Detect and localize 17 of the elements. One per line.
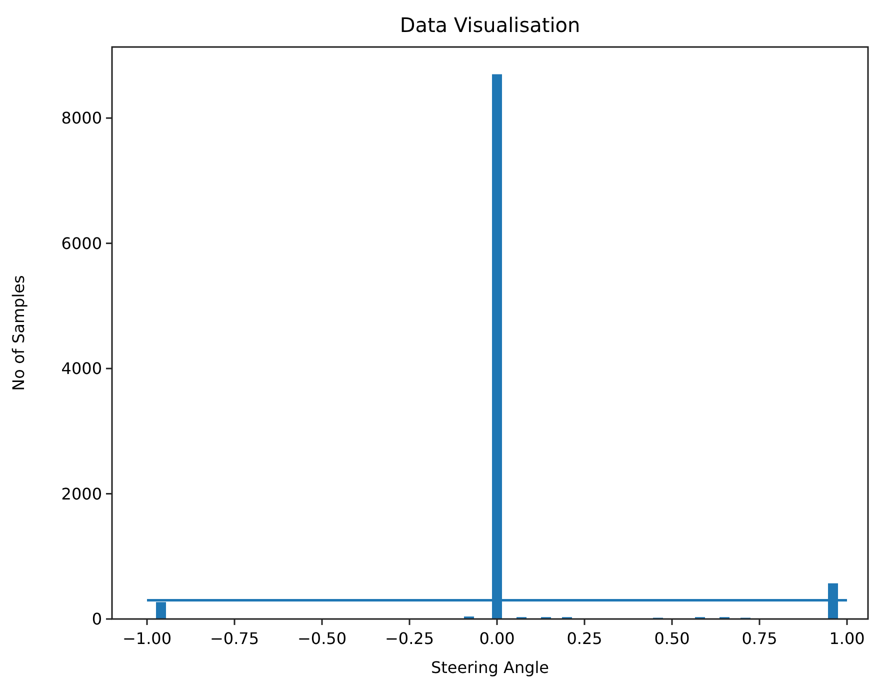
- x-tick-label: 0.00: [479, 629, 515, 648]
- x-tick-label: −0.25: [384, 629, 434, 648]
- x-tick-label: 0.25: [566, 629, 602, 648]
- x-axis-title: Steering Angle: [430, 658, 550, 677]
- x-tick-label: 0.75: [742, 629, 778, 648]
- x-tick-label: −0.50: [297, 629, 347, 648]
- x-tick-label: 1.00: [829, 629, 865, 648]
- x-tick-label: 0.50: [654, 629, 690, 648]
- chart-title: Data Visualisation: [400, 13, 580, 37]
- x-tick-label: −0.75: [210, 629, 260, 648]
- y-tick-label: 8000: [61, 108, 102, 128]
- y-tick-label: 6000: [61, 234, 102, 253]
- y-tick-label: 2000: [61, 484, 102, 504]
- y-tick-label: 4000: [61, 359, 102, 378]
- x-tick-label: −1.00: [122, 629, 172, 648]
- y-axis-title: No of Samples: [9, 275, 28, 391]
- y-tick-label: 0: [92, 610, 102, 629]
